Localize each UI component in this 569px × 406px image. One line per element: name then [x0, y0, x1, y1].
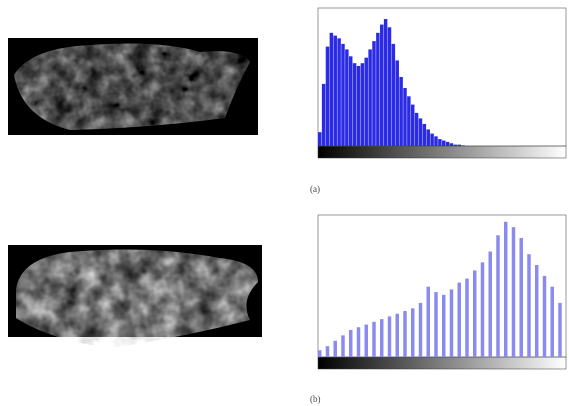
- histogram-bar: [318, 132, 322, 146]
- histogram-bar: [407, 96, 411, 146]
- histogram-bar: [368, 49, 372, 146]
- histogram-bar: [325, 46, 330, 146]
- histogram-bar: [418, 302, 423, 357]
- histogram-bar: [380, 24, 384, 147]
- histogram-bar: [558, 302, 562, 357]
- histogram-bar: [442, 140, 446, 146]
- histogram-bar: [395, 313, 399, 357]
- histogram-bar: [430, 133, 434, 146]
- histogram-bar: [480, 262, 485, 357]
- histogram-bar: [372, 321, 376, 357]
- histogram-bar: [383, 19, 388, 146]
- histogram-bar: [356, 65, 361, 146]
- histogram-bar: [391, 43, 396, 146]
- histogram-bar: [372, 41, 376, 147]
- histogram-bar: [488, 251, 492, 357]
- histogram-bar: [333, 340, 337, 357]
- histogram-bar: [364, 324, 368, 357]
- gray-scale-bar: [317, 356, 567, 370]
- histogram-bar: [504, 221, 508, 357]
- histogram-bar: [329, 32, 334, 147]
- histogram-bar: [345, 49, 349, 146]
- histogram-bar: [337, 38, 341, 146]
- histogram-bar: [403, 311, 407, 357]
- histogram-bar: [352, 63, 357, 147]
- histogram-bar: [380, 319, 384, 357]
- histogram-bar: [465, 278, 469, 357]
- histogram-bar: [399, 77, 403, 146]
- histogram-bar: [376, 32, 380, 147]
- histogram-bar: [449, 289, 454, 357]
- histogram-bar: [496, 235, 500, 357]
- histogram-bar: [395, 60, 399, 146]
- histogram-bar: [364, 57, 368, 146]
- histogram-bar: [325, 346, 330, 357]
- histogram-bar: [453, 144, 458, 146]
- histogram-bar: [519, 237, 523, 357]
- histogram-bar: [349, 56, 353, 146]
- histogram-bar: [434, 292, 438, 357]
- histogram-bar: [461, 145, 465, 146]
- histogram-bar: [473, 270, 477, 357]
- histogram-bar: [333, 35, 337, 146]
- image-a: [14, 43, 250, 130]
- histogram-bar: [349, 329, 353, 357]
- histogram-bar: [426, 286, 430, 357]
- histogram-bar: [511, 227, 516, 357]
- histogram-bar: [356, 327, 361, 357]
- histogram-bar: [403, 88, 407, 146]
- caption: (b): [310, 394, 321, 404]
- histogram-bar: [445, 141, 450, 146]
- histogram-bar: [527, 254, 531, 357]
- gray-scale-bar: [317, 145, 567, 159]
- histogram-bar: [449, 143, 454, 146]
- histogram-bar: [411, 104, 415, 146]
- histogram-bar: [414, 112, 419, 146]
- histogram-bar: [434, 136, 438, 146]
- histogram-bar: [550, 286, 554, 357]
- histogram-bar: [422, 123, 427, 146]
- histogram-bar: [457, 282, 461, 357]
- histogram-bar: [457, 144, 461, 146]
- histogram-bar: [387, 27, 392, 146]
- histogram-bar: [341, 335, 345, 357]
- histogram-bar: [438, 139, 442, 146]
- histogram-bar: [341, 43, 345, 146]
- histogram-bar: [318, 350, 322, 357]
- histogram-bar: [542, 275, 547, 357]
- histogram-bar: [411, 308, 415, 357]
- histogram-bar: [426, 129, 430, 146]
- histogram-bar: [387, 316, 392, 357]
- histogram-bar: [360, 63, 365, 147]
- histogram-bar: [418, 118, 423, 146]
- histogram-bar: [321, 83, 326, 146]
- histogram-bar: [442, 294, 446, 357]
- histogram-bar: [535, 265, 539, 357]
- caption: (a): [310, 184, 320, 194]
